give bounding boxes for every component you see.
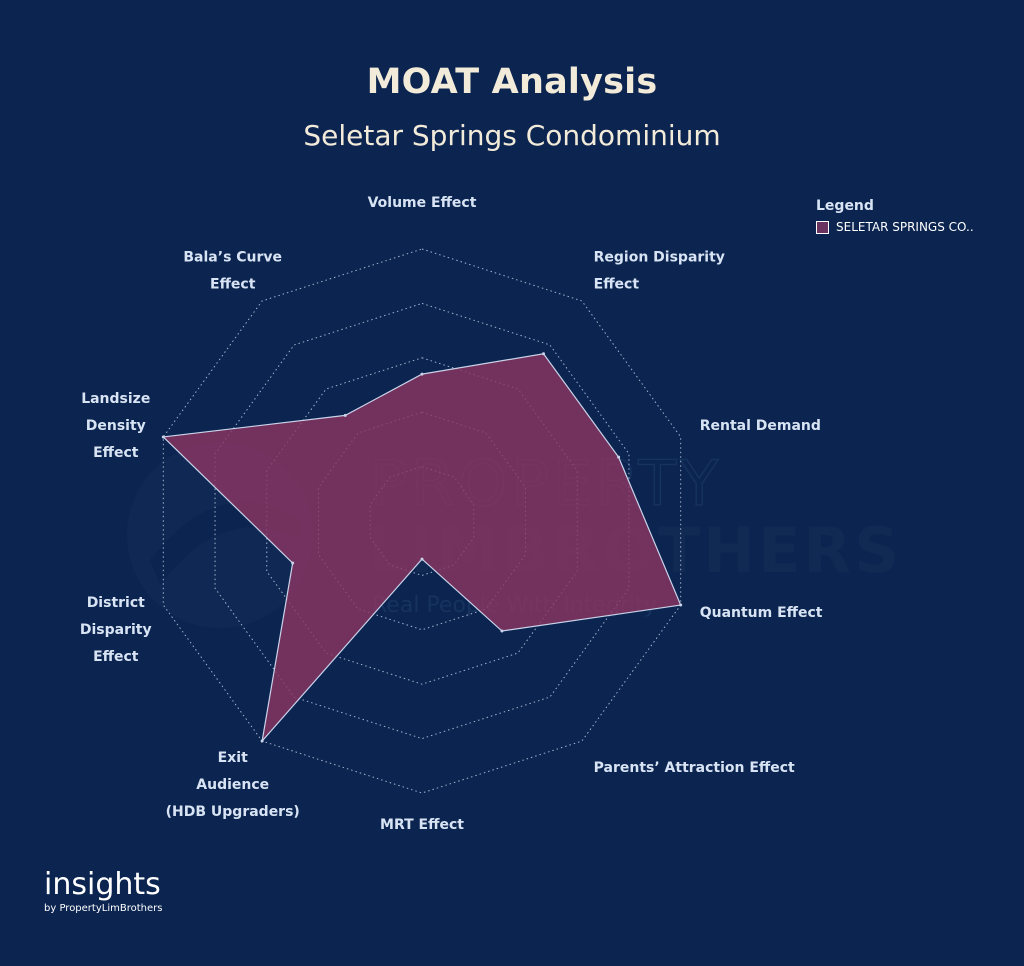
- grid-ring-5: [162, 248, 682, 794]
- axis-label-line: Density: [86, 418, 146, 434]
- axis-label-line: District: [87, 595, 145, 611]
- axis-label-line: Effect: [210, 277, 256, 293]
- chart-subtitle: Seletar Springs Condominium: [303, 119, 721, 152]
- axis-label-line: Rental Demand: [700, 418, 821, 434]
- axis-label-line: Exit: [218, 750, 248, 766]
- data-point-2[interactable]: [617, 455, 621, 459]
- legend-label: SELETAR SPRINGS CO..: [836, 220, 974, 234]
- data-point-7[interactable]: [291, 561, 295, 565]
- axis-label-line: Volume Effect: [368, 195, 477, 211]
- brand-sub: by PropertyLimBrothers: [44, 903, 163, 914]
- axis-label-line: Effect: [93, 445, 139, 461]
- data-point-1[interactable]: [542, 352, 546, 356]
- axis-label-line: Disparity: [80, 622, 152, 638]
- axis-label-8: Landsize Density Effect: [81, 391, 150, 461]
- data-point-5[interactable]: [420, 557, 424, 561]
- axis-label-0: Volume Effect: [368, 195, 477, 211]
- legend-title: Legend: [816, 198, 874, 214]
- data-point-4[interactable]: [500, 629, 504, 633]
- axis-label-line: Effect: [93, 649, 139, 665]
- axis-label-3: Quantum Effect: [700, 605, 823, 621]
- radar-series: [161, 352, 683, 744]
- data-point-6[interactable]: [260, 739, 264, 743]
- axis-label-5: MRT Effect: [380, 817, 464, 833]
- legend-swatch: [816, 220, 829, 234]
- legend-item[interactable]: SELETAR SPRINGS CO..: [816, 220, 974, 234]
- brand-logo: insights by PropertyLimBrothers: [44, 867, 163, 915]
- grid-ring-4: [214, 302, 630, 740]
- axis-label-2: Rental Demand: [700, 418, 821, 434]
- data-point-0[interactable]: [420, 372, 424, 376]
- chart-title: MOAT Analysis: [366, 62, 658, 102]
- axis-label-line: Parents’ Attraction Effect: [594, 760, 795, 776]
- axis-label-6: Exit Audience (HDB Upgraders): [166, 750, 300, 820]
- grid-ring-3: [266, 357, 578, 685]
- axis-labels: Volume Effect Region Disparity Effect Renta…: [80, 195, 823, 833]
- legend: Legend SELETAR SPRINGS CO..: [816, 198, 974, 234]
- data-point-9[interactable]: [343, 413, 347, 417]
- axis-label-line: Bala’s Curve: [183, 250, 282, 266]
- axis-label-line: (HDB Upgraders): [166, 804, 300, 820]
- axis-label-line: Landsize: [81, 391, 150, 407]
- axis-label-line: MRT Effect: [380, 817, 464, 833]
- axis-label-4: Parents’ Attraction Effect: [594, 760, 795, 776]
- axis-label-7: District Disparity Effect: [80, 595, 152, 665]
- brand-name: insights: [44, 867, 161, 902]
- axis-label-1: Region Disparity Effect: [594, 250, 725, 293]
- axis-label-line: Audience: [196, 777, 269, 793]
- axis-label-line: Effect: [594, 277, 640, 293]
- data-point-3[interactable]: [679, 603, 683, 607]
- axis-label-line: Region Disparity: [594, 250, 725, 266]
- axis-label-9: Bala’s Curve Effect: [183, 250, 282, 293]
- axis-label-line: Quantum Effect: [700, 605, 823, 621]
- data-point-8[interactable]: [161, 435, 165, 439]
